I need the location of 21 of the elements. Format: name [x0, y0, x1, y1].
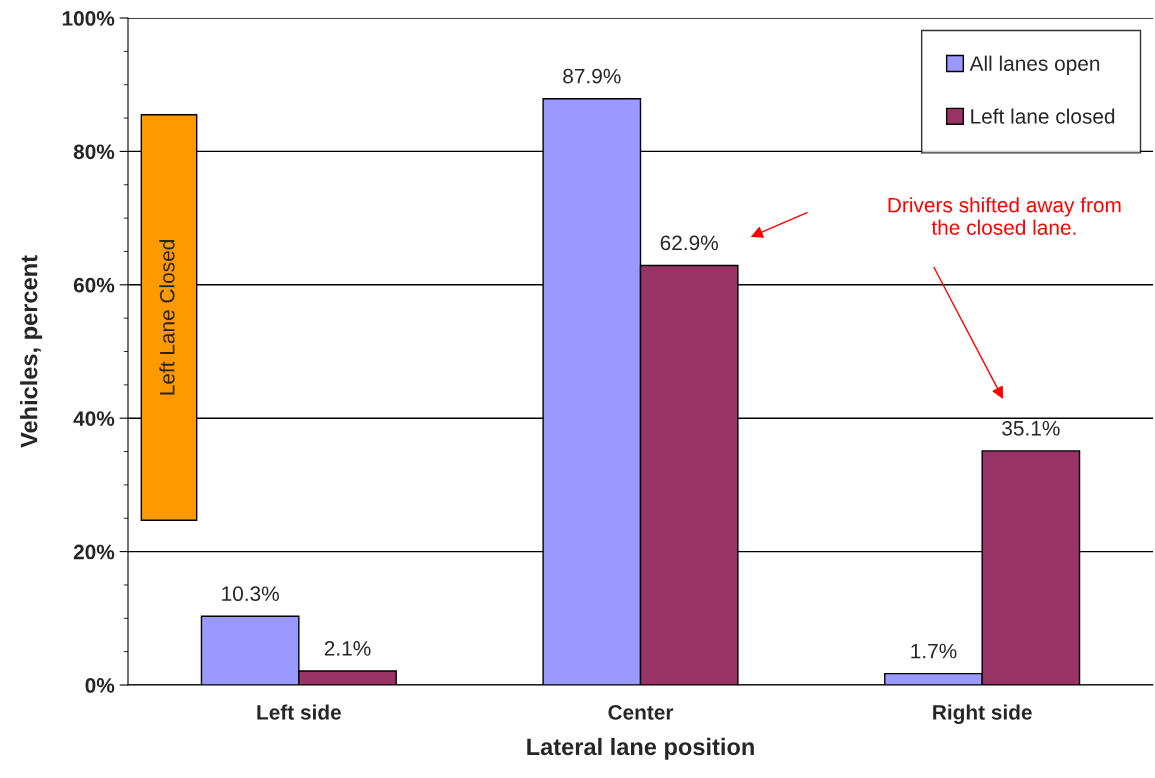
data-label: 35.1%	[1002, 420, 1060, 436]
annotation: Left Lane Closed	[159, 240, 175, 395]
annotation: Drivers shifted away from the closed lane.	[888, 197, 1121, 235]
data-label: 87.9%	[563, 68, 621, 84]
legend-label: All lanes open	[969, 55, 1100, 76]
x-tick-label: Center	[608, 704, 674, 720]
x-tick-label: Right side	[933, 704, 1032, 724]
legend-label: Left lane closed	[971, 108, 1115, 124]
y-tick-label: 80%	[73, 144, 115, 160]
y-tick-label: 60%	[73, 277, 115, 293]
y-tick-label: 40%	[73, 411, 115, 426]
x-axis-title: Lateral lane position	[527, 737, 754, 760]
data-label: 2.1%	[324, 641, 371, 656]
y-tick-label: 100%	[62, 11, 115, 26]
data-label: 10.3%	[222, 586, 279, 602]
x-tick-label: Left side	[257, 704, 341, 720]
y-axis-title: Vehicles, percent	[20, 255, 43, 448]
y-tick-label: 0%	[85, 678, 115, 693]
data-label: 1.7%	[911, 643, 957, 659]
data-label: 62.9%	[660, 235, 718, 251]
y-tick-label: 20%	[73, 544, 115, 560]
